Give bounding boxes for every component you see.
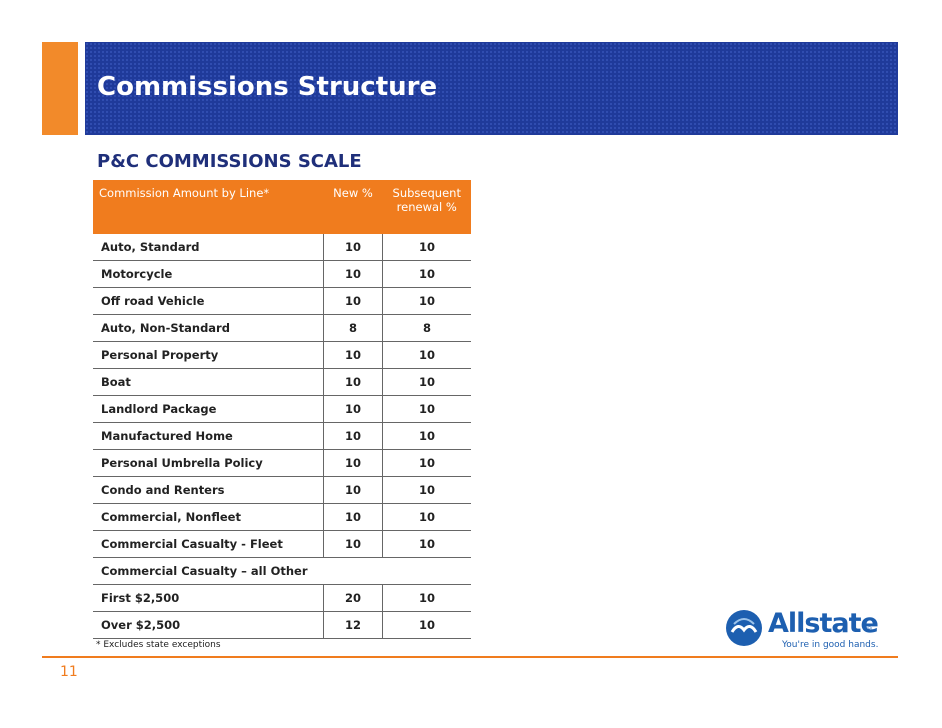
table-cell: First $2,500: [93, 584, 324, 612]
footnote: * Excludes state exceptions: [96, 640, 221, 650]
table-cell: Manufactured Home: [93, 422, 324, 450]
table-cell: 20: [323, 584, 383, 612]
table-cell: 10: [382, 368, 471, 396]
table-cell: 10: [323, 287, 383, 315]
table-cell: 10: [323, 476, 383, 504]
table-cell: 10: [323, 503, 383, 531]
accent-bar: [42, 42, 78, 135]
table-cell: 10: [382, 422, 471, 450]
table-cell: Auto, Non-Standard: [93, 314, 324, 342]
table-cell: 10: [323, 234, 383, 261]
table-cell: 10: [382, 287, 471, 315]
table-cell: Auto, Standard: [93, 234, 324, 261]
table-title: P&C COMMISSIONS SCALE: [97, 151, 362, 172]
table-cell: 10: [382, 341, 471, 369]
table-cell: Commercial Casualty - Fleet: [93, 530, 324, 558]
table-cell: Over $2,500: [93, 611, 324, 639]
column-header: New %: [323, 180, 383, 234]
table-cell: Condo and Renters: [93, 476, 324, 504]
table-row: Over $2,500 12 10: [93, 611, 471, 639]
table-cell: Personal Property: [93, 341, 324, 369]
table-cell: 10: [323, 449, 383, 477]
table-row: Commercial, Nonfleet 10 10: [93, 503, 471, 531]
table-cell: 10: [323, 422, 383, 450]
table-cell: 10: [382, 476, 471, 504]
table-cell: Boat: [93, 368, 324, 396]
table-cell: 10: [323, 530, 383, 558]
header-bar: [85, 42, 898, 135]
table-row: Auto, Non-Standard 8 8: [93, 314, 471, 342]
footer-rule: [42, 656, 898, 658]
slide-title: Commissions Structure: [97, 72, 438, 102]
table-cell: 10: [382, 611, 471, 639]
table-row: Personal Umbrella Policy 10 10: [93, 449, 471, 477]
table-row: Auto, Standard 10 10: [93, 234, 471, 261]
table-cell: 10: [382, 260, 471, 288]
table-cell: 10: [382, 449, 471, 477]
column-header: Subsequent renewal %: [382, 180, 471, 234]
table-row: First $2,500 20 10: [93, 584, 471, 612]
table-cell: Commercial Casualty – all Other: [93, 557, 471, 585]
table-cell: Personal Umbrella Policy: [93, 449, 324, 477]
table-cell: Landlord Package: [93, 395, 324, 423]
table-cell: 10: [323, 341, 383, 369]
header-row: Commission Amount by Line* New % Subsequen…: [93, 180, 471, 234]
table-cell: 10: [382, 395, 471, 423]
table-cell: 10: [382, 530, 471, 558]
commission-table: Commission Amount by Line* New % Subsequen…: [93, 180, 471, 639]
table-row: Landlord Package 10 10: [93, 395, 471, 423]
logo-name: Allstate: [768, 608, 879, 639]
table-row: Condo and Renters 10 10: [93, 476, 471, 504]
table-cell: 10: [382, 503, 471, 531]
table-cell: 10: [323, 260, 383, 288]
page-number: 11: [60, 664, 78, 680]
table-cell: 8: [323, 314, 383, 342]
table-row: Manufactured Home 10 10: [93, 422, 471, 450]
column-header: Commission Amount by Line*: [93, 180, 324, 234]
table-row: Commercial Casualty – all Other: [93, 557, 471, 585]
table-cell: Off road Vehicle: [93, 287, 324, 315]
table-row: Commercial Casualty - Fleet 10 10: [93, 530, 471, 558]
logo-mark: ®: [866, 626, 873, 634]
logo-tagline: You're in good hands.: [782, 640, 879, 650]
table-row: Boat 10 10: [93, 368, 471, 396]
table-row: Personal Property 10 10: [93, 341, 471, 369]
table-cell: 10: [323, 395, 383, 423]
table-cell: 10: [382, 584, 471, 612]
logo-icon: [726, 610, 762, 646]
table-cell: Motorcycle: [93, 260, 324, 288]
table-row: Off road Vehicle 10 10: [93, 287, 471, 315]
table-cell: 10: [323, 368, 383, 396]
table-cell: Commercial, Nonfleet: [93, 503, 324, 531]
table-cell: 8: [382, 314, 471, 342]
table-cell: 10: [382, 234, 471, 261]
table-row: Motorcycle 10 10: [93, 260, 471, 288]
table-cell: 12: [323, 611, 383, 639]
